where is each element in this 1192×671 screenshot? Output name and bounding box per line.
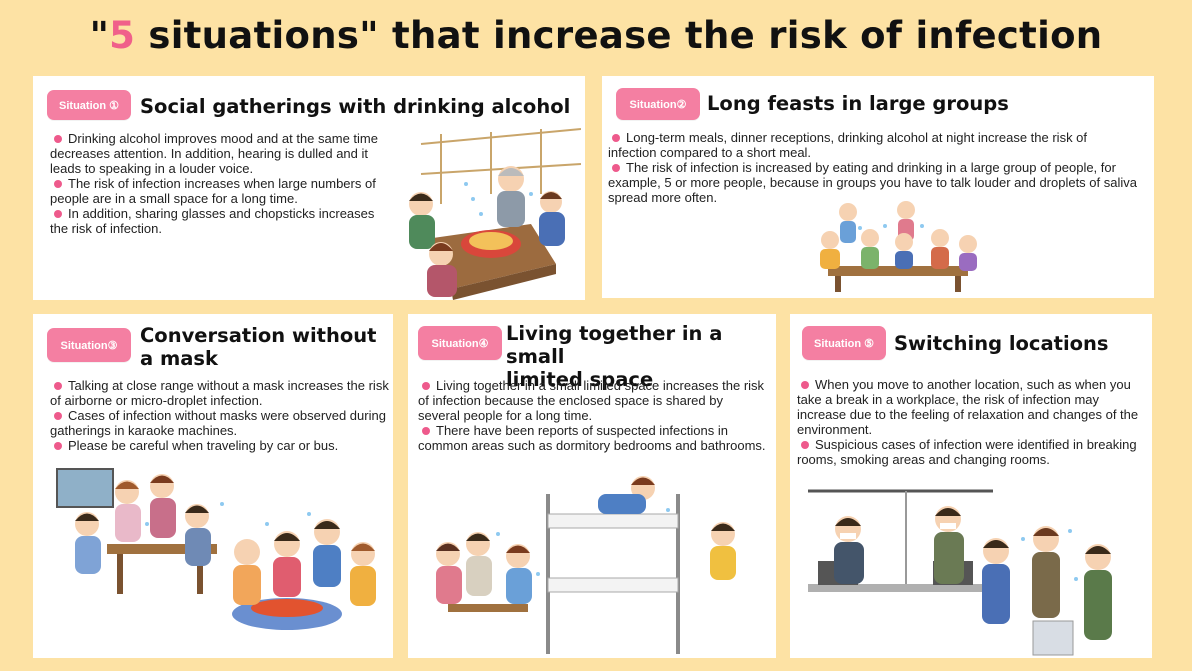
situation-5-badge: Situation ⑤ <box>802 326 886 360</box>
bullet-item: Suspicious cases of infection were ident… <box>797 437 1137 467</box>
bullet-dot-icon <box>422 427 430 436</box>
title-number: 5 <box>109 14 136 57</box>
bullet-dot-icon <box>612 164 620 173</box>
bullet-dot-icon <box>612 134 620 143</box>
bullet-item: Living together in a small limited space… <box>418 378 765 423</box>
page-title: "5 situations" that increase the risk of… <box>0 14 1192 57</box>
situation-5-body: When you move to another location, such … <box>797 377 1142 467</box>
bullet-dot-icon <box>801 441 809 450</box>
bullet-dot-icon <box>54 412 62 421</box>
situation-3-panel: Situation③ Conversation without a mask T… <box>33 314 393 658</box>
situation-5-heading: Switching locations <box>894 332 1109 355</box>
bullet-item: Please be careful when traveling by car … <box>50 438 390 453</box>
bullet-dot-icon <box>54 442 62 451</box>
large-group-feast-illustration <box>820 201 977 292</box>
situation-3-badge: Situation③ <box>47 328 131 362</box>
bullet-item: In addition, sharing glasses and chopsti… <box>50 206 375 236</box>
situation-1-body: Drinking alcohol improves mood and at th… <box>50 131 390 236</box>
shared-dormitory-illustration <box>436 476 736 654</box>
title-text: situations" that increase the risk of in… <box>135 14 1103 57</box>
situation-1-badge: Situation ① <box>47 90 131 120</box>
bullet-dot-icon <box>54 180 62 189</box>
bullet-item: The risk of infection is increased by ea… <box>608 160 1137 205</box>
bullet-dot-icon <box>422 382 430 391</box>
break-room-illustration <box>808 489 1112 656</box>
situation-4-heading: Living together in a small limited space <box>506 322 723 391</box>
situation-3-body: Talking at close range without a mask in… <box>50 378 390 453</box>
situation-4-panel: Situation④ Living together in a small li… <box>408 314 776 658</box>
bullet-dot-icon <box>54 382 62 391</box>
situation-2-body: Long-term meals, dinner receptions, drin… <box>608 130 1138 205</box>
bullet-item: Drinking alcohol improves mood and at th… <box>50 131 378 176</box>
karaoke-illustration <box>56 468 376 630</box>
situation-4-badge: Situation④ <box>418 326 502 360</box>
drinking-party-illustration <box>409 128 581 300</box>
situation-2-panel: Situation② Long feasts in large groups L… <box>602 76 1154 298</box>
situation-2-heading: Long feasts in large groups <box>707 92 1009 115</box>
situation-1-heading: Social gatherings with drinking alcohol <box>140 95 571 118</box>
bullet-item: There have been reports of suspected inf… <box>418 423 766 453</box>
bullet-dot-icon <box>54 210 62 219</box>
bullet-item: Cases of infection without masks were ob… <box>50 408 386 438</box>
situation-4-body: Living together in a small limited space… <box>418 378 768 453</box>
bullet-dot-icon <box>54 135 62 144</box>
bullet-item: When you move to another location, such … <box>797 377 1139 437</box>
bullet-item: Long-term meals, dinner receptions, drin… <box>608 130 1088 160</box>
situation-5-panel: Situation ⑤ Switching locations When you… <box>790 314 1152 658</box>
situation-2-badge: Situation② <box>616 88 700 120</box>
situation-1-panel: Situation ① Social gatherings with drink… <box>33 76 585 300</box>
bullet-item: The risk of infection increases when lar… <box>50 176 376 206</box>
bullet-dot-icon <box>801 381 809 390</box>
bullet-item: Talking at close range without a mask in… <box>50 378 389 408</box>
title-quote: " <box>89 14 110 57</box>
situation-3-heading: Conversation without a mask <box>140 324 377 370</box>
